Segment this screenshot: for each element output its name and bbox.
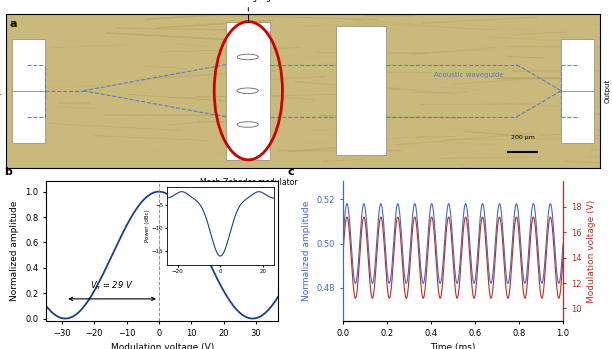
Text: Modulating signal: Modulating signal [214, 0, 283, 2]
Text: 200 μm: 200 μm [510, 135, 534, 140]
Text: $V_\pi$ = 29 V: $V_\pi$ = 29 V [91, 280, 134, 292]
Y-axis label: Normalized amplitude: Normalized amplitude [302, 201, 311, 302]
Y-axis label: Normalized amplitude: Normalized amplitude [10, 201, 20, 302]
X-axis label: Time (ms): Time (ms) [430, 343, 476, 349]
Text: c: c [288, 167, 294, 177]
Y-axis label: Modulation voltage (V): Modulation voltage (V) [587, 200, 596, 303]
Text: Input: Input [0, 82, 1, 100]
Text: Acoustic waveguide: Acoustic waveguide [433, 72, 503, 79]
Bar [335, 26, 386, 155]
Circle shape [237, 122, 258, 127]
Bar [561, 91, 594, 143]
Text: a: a [9, 18, 17, 29]
Text: b: b [4, 167, 12, 177]
Circle shape [237, 88, 258, 94]
Circle shape [237, 54, 258, 60]
Text: Output: Output [605, 79, 611, 103]
X-axis label: Modulation voltage (V): Modulation voltage (V) [111, 343, 214, 349]
Bar [12, 38, 45, 91]
Text: Mach-Zehnder modulator: Mach-Zehnder modulator [200, 178, 297, 187]
Bar [226, 22, 271, 160]
Bar [561, 38, 594, 91]
Bar [12, 91, 45, 143]
